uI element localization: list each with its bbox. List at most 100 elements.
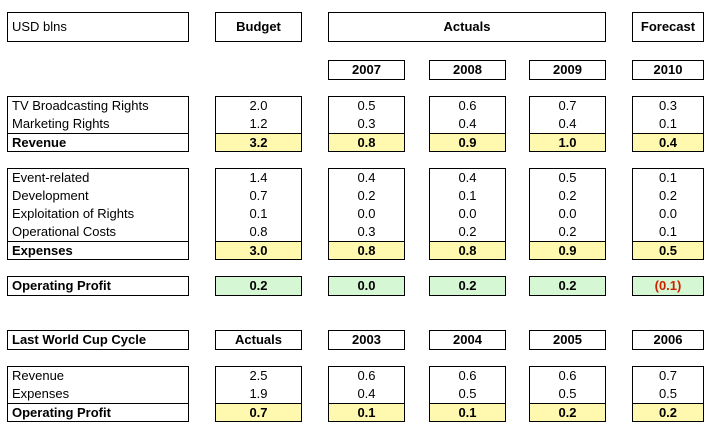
value-cell: 0.2 — [458, 224, 477, 239]
total-value-cell: 0.2 — [633, 403, 703, 421]
value-cell: 0.3 — [658, 98, 678, 113]
value-cell: 2.0 — [249, 98, 268, 113]
value-cell: 0.4 — [558, 116, 577, 131]
profit-label-box — [7, 276, 189, 296]
total-value-cell: 0.8 — [430, 241, 505, 259]
expenses-2009-box — [529, 168, 606, 260]
value-cell: 0.2 — [558, 188, 577, 203]
revenue-total-label: Revenue — [8, 133, 188, 151]
value-cell: 0.5 — [458, 386, 477, 401]
year-header: 2003 — [328, 330, 405, 350]
last-cycle-label-box — [7, 366, 189, 422]
value-cell: 0.4 — [458, 116, 477, 131]
forecast-header: Forecast — [632, 12, 704, 42]
total-value-cell: 0.1 — [329, 403, 404, 421]
value-cell: 0.8 — [249, 224, 268, 239]
last-cycle-title: Last World Cup Cycle — [7, 330, 189, 350]
profit-budget-box — [215, 276, 302, 296]
profit-value-cell: 0.2 — [458, 278, 477, 293]
expenses-label-box — [7, 168, 189, 260]
total-value-cell: 0.8 — [329, 133, 404, 151]
value-cell: 0.3 — [357, 116, 376, 131]
last-cycle-actuals-box — [215, 366, 302, 422]
profit-value-cell: 0.2 — [558, 278, 577, 293]
row-label: Exploitation of Rights — [12, 206, 135, 221]
revenue-2010-box — [632, 96, 704, 152]
budget-header: Budget — [215, 12, 302, 42]
value-cell: 0.7 — [249, 188, 268, 203]
value-cell: 1.4 — [249, 170, 268, 185]
revenue-label-box — [7, 96, 189, 152]
value-cell: 0.0 — [458, 206, 477, 221]
value-cell: 0.3 — [357, 224, 376, 239]
year-header: 2004 — [429, 330, 506, 350]
value-cell: 0.1 — [249, 206, 268, 221]
row-label: Operational Costs — [12, 224, 117, 239]
row-label: Expenses — [12, 386, 70, 401]
total-value-cell: 0.9 — [530, 241, 605, 259]
revenue-2007-box — [328, 96, 405, 152]
value-cell: 0.5 — [558, 386, 577, 401]
row-label: Marketing Rights — [12, 116, 110, 131]
profit-value-cell-negative: (0.1) — [654, 278, 682, 293]
operating-profit-label: Operating Profit — [12, 278, 111, 293]
year-header: 2008 — [429, 60, 506, 80]
total-value-cell: 3.2 — [216, 133, 301, 151]
value-cell: 0.1 — [658, 170, 678, 185]
value-cell: 0.4 — [357, 170, 376, 185]
value-cell: 0.2 — [357, 188, 376, 203]
total-value-cell: 3.0 — [216, 241, 301, 259]
expenses-2010-box — [632, 168, 704, 260]
last-cycle-2006-box — [632, 366, 704, 422]
total-value-cell: 0.4 — [633, 133, 703, 151]
total-value-cell: 1.0 — [530, 133, 605, 151]
value-cell: 0.6 — [458, 368, 477, 383]
value-cell: 0.4 — [458, 170, 477, 185]
row-label: Event-related — [12, 170, 90, 185]
total-value-cell: 0.9 — [430, 133, 505, 151]
profit-value-cell: 0.2 — [249, 278, 268, 293]
total-value-cell: 0.5 — [633, 241, 703, 259]
value-cell: 0.2 — [558, 224, 577, 239]
profit-2009-box — [529, 276, 606, 296]
revenue-2009-box — [529, 96, 606, 152]
value-cell: 0.1 — [658, 224, 678, 239]
year-header: 2010 — [632, 60, 704, 80]
value-cell: 0.5 — [658, 386, 678, 401]
value-cell: 0.6 — [558, 368, 577, 383]
total-value-cell: 0.8 — [329, 241, 404, 259]
value-cell: 0.5 — [357, 98, 376, 113]
year-header: 2005 — [529, 330, 606, 350]
profit-2010-box — [632, 276, 704, 296]
total-value-cell: 0.1 — [430, 403, 505, 421]
last-cycle-2004-box — [429, 366, 506, 422]
last-cycle-2003-box — [328, 366, 405, 422]
profit-2007-box — [328, 276, 405, 296]
value-cell: 0.0 — [658, 206, 678, 221]
year-header: 2007 — [328, 60, 405, 80]
last-cycle-actuals-header: Actuals — [215, 330, 302, 350]
row-label: TV Broadcasting Rights — [12, 98, 149, 113]
profit-2008-box — [429, 276, 506, 296]
value-cell: 0.1 — [658, 116, 678, 131]
actuals-header: Actuals — [328, 12, 606, 42]
units-label-box: USD blns — [7, 12, 189, 42]
value-cell: 0.7 — [558, 98, 577, 113]
year-header: 2006 — [632, 330, 704, 350]
total-value-cell: 0.7 — [216, 403, 301, 421]
revenue-budget-box — [215, 96, 302, 152]
revenue-2008-box — [429, 96, 506, 152]
row-label: Revenue — [12, 368, 65, 383]
value-cell: 0.0 — [558, 206, 577, 221]
expenses-budget-box — [215, 168, 302, 260]
expenses-2007-box — [328, 168, 405, 260]
value-cell: 0.6 — [458, 98, 477, 113]
total-value-cell: 0.2 — [530, 403, 605, 421]
value-cell: 0.6 — [357, 368, 376, 383]
value-cell: 0.4 — [357, 386, 376, 401]
value-cell: 1.2 — [249, 116, 268, 131]
value-cell: 0.0 — [357, 206, 376, 221]
value-cell: 0.7 — [658, 368, 678, 383]
value-cell: 1.9 — [249, 386, 268, 401]
value-cell: 0.2 — [658, 188, 678, 203]
